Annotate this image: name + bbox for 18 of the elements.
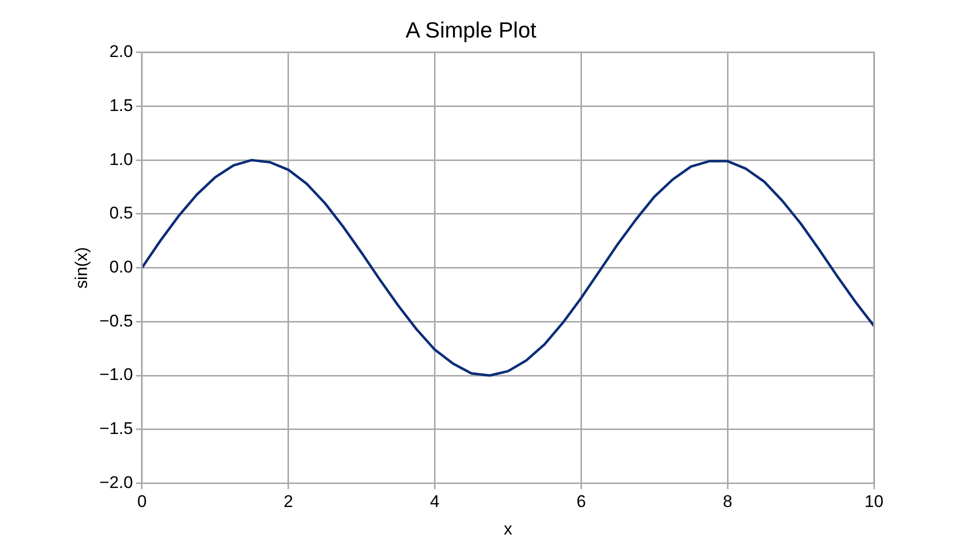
x-tick-label: 0	[137, 492, 147, 512]
x-tick-label: 2	[284, 492, 294, 512]
y-tick-label: −2.0	[99, 472, 133, 492]
y-tick-label: 0.5	[109, 204, 133, 223]
y-tick-label: 0.0	[109, 257, 133, 276]
x-tick-label: 6	[576, 492, 586, 512]
y-tick-label: −1.0	[99, 365, 133, 384]
x-tick-label: 10	[864, 492, 884, 512]
x-axis-title: x	[504, 519, 513, 538]
y-tick-label: 2.0	[109, 42, 133, 62]
y-tick-label: 1.5	[109, 96, 133, 115]
x-tick-label: 8	[722, 492, 732, 512]
y-tick-label: 1.0	[109, 150, 133, 169]
x-tick-label: 4	[430, 492, 440, 512]
y-tick-label: −1.5	[99, 419, 133, 438]
y-tick-label: −0.5	[99, 311, 133, 330]
y-axis-title: sin(x)	[72, 247, 91, 289]
chart-title: A Simple Plot	[406, 17, 536, 42]
